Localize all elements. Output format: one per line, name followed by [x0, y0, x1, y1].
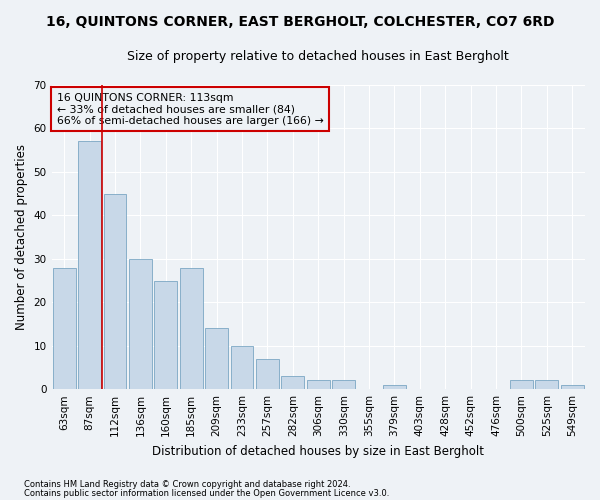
Bar: [256, 359, 279, 389]
Bar: [510, 380, 533, 389]
Bar: [53, 268, 76, 389]
Bar: [104, 194, 127, 389]
Bar: [535, 380, 559, 389]
Bar: [281, 376, 304, 389]
Bar: [154, 280, 177, 389]
Bar: [180, 268, 203, 389]
Bar: [383, 385, 406, 389]
Bar: [205, 328, 228, 389]
Text: Contains public sector information licensed under the Open Government Licence v3: Contains public sector information licen…: [24, 489, 389, 498]
Text: Contains HM Land Registry data © Crown copyright and database right 2024.: Contains HM Land Registry data © Crown c…: [24, 480, 350, 489]
Bar: [129, 259, 152, 389]
Title: Size of property relative to detached houses in East Bergholt: Size of property relative to detached ho…: [127, 50, 509, 63]
Bar: [230, 346, 253, 389]
X-axis label: Distribution of detached houses by size in East Bergholt: Distribution of detached houses by size …: [152, 444, 484, 458]
Bar: [561, 385, 584, 389]
Y-axis label: Number of detached properties: Number of detached properties: [15, 144, 28, 330]
Bar: [78, 142, 101, 389]
Bar: [307, 380, 330, 389]
Bar: [332, 380, 355, 389]
Text: 16, QUINTONS CORNER, EAST BERGHOLT, COLCHESTER, CO7 6RD: 16, QUINTONS CORNER, EAST BERGHOLT, COLC…: [46, 15, 554, 29]
Text: 16 QUINTONS CORNER: 113sqm
← 33% of detached houses are smaller (84)
66% of semi: 16 QUINTONS CORNER: 113sqm ← 33% of deta…: [57, 92, 323, 126]
